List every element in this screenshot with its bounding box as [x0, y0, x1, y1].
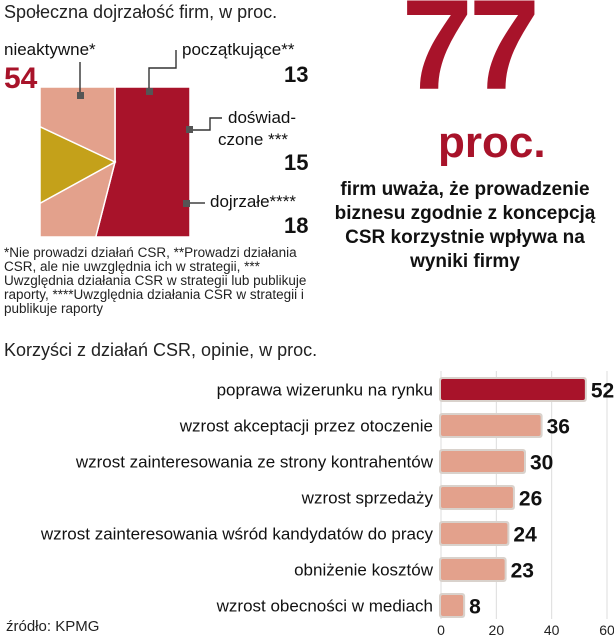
headline-text: firm uważa, że prowadzenie biznesu zgodn…	[334, 179, 596, 272]
value-dojrzale: 18	[284, 213, 309, 238]
pie-chart-title: Społeczna dojrzałość firm, w proc.	[4, 2, 278, 22]
bar-1	[441, 415, 541, 436]
leader-line-1	[148, 50, 177, 88]
value-poczatkujace: 13	[284, 62, 309, 87]
bar-chart: poprawa wizerunku na rynku 52 wzrost akcep…	[40, 371, 614, 638]
bar-6	[441, 595, 464, 616]
leader-marker-2	[186, 126, 193, 133]
leader-marker-3	[183, 200, 190, 207]
leader-line-2	[189, 117, 222, 131]
tick-label-40: 40	[544, 622, 560, 638]
value-nieaktywne: 54	[4, 62, 38, 95]
bar-value-3: 26	[519, 488, 542, 511]
label-poczatkujace: początkujące**	[182, 40, 295, 59]
bar-label-5: obniżenie kosztów	[294, 561, 434, 580]
bar-value-1: 36	[547, 416, 570, 439]
bar-label-0: poprawa wizerunku na rynku	[217, 381, 433, 400]
bar-label-6: wzrost obecności w mediach	[216, 597, 433, 616]
label-doswiadczone-2: czone ***	[218, 130, 288, 149]
bar-label-2: wzrost zainteresowania ze strony kontrah…	[75, 453, 434, 472]
bar-value-2: 30	[530, 452, 553, 475]
bar-value-4: 24	[513, 524, 537, 547]
tick-label-20: 20	[489, 622, 505, 638]
bar-value-0: 52	[591, 380, 614, 403]
label-dojrzale: dojrzałe****	[210, 192, 296, 211]
footnote: *Nie prowadzi działań CSR, **Prowadzi dz…	[4, 245, 307, 316]
pie-slice-3	[39, 86, 116, 164]
leader-marker-1	[146, 88, 153, 95]
pie-chart	[39, 50, 222, 238]
bar-4	[441, 523, 508, 544]
headline-unit: proc.	[438, 118, 546, 167]
bar-3	[441, 487, 513, 508]
value-doswiadczone: 15	[284, 150, 309, 175]
bar-5	[441, 559, 505, 580]
leader-marker-0	[77, 92, 84, 99]
source-note: źródło: KPMG	[6, 618, 100, 635]
tick-label-60: 60	[599, 622, 614, 638]
bar-0	[441, 379, 585, 400]
headline-number: 77	[401, 0, 540, 117]
label-nieaktywne: nieaktywne*	[4, 40, 96, 59]
bar-label-1: wzrost akceptacji przez otoczenie	[179, 417, 433, 436]
bar-value-5: 23	[511, 560, 534, 583]
bar-value-6: 8	[469, 596, 481, 619]
bar-label-4: wzrost zainteresowania wśród kandydatów …	[40, 525, 434, 544]
tick-label-0: 0	[437, 622, 445, 638]
label-doswiadczone-1: doświad-	[228, 108, 297, 127]
bar-2	[441, 451, 524, 472]
bar-label-3: wzrost sprzedaży	[301, 489, 434, 508]
bar-chart-title: Korzyści z działań CSR, opinie, w proc.	[4, 340, 318, 360]
